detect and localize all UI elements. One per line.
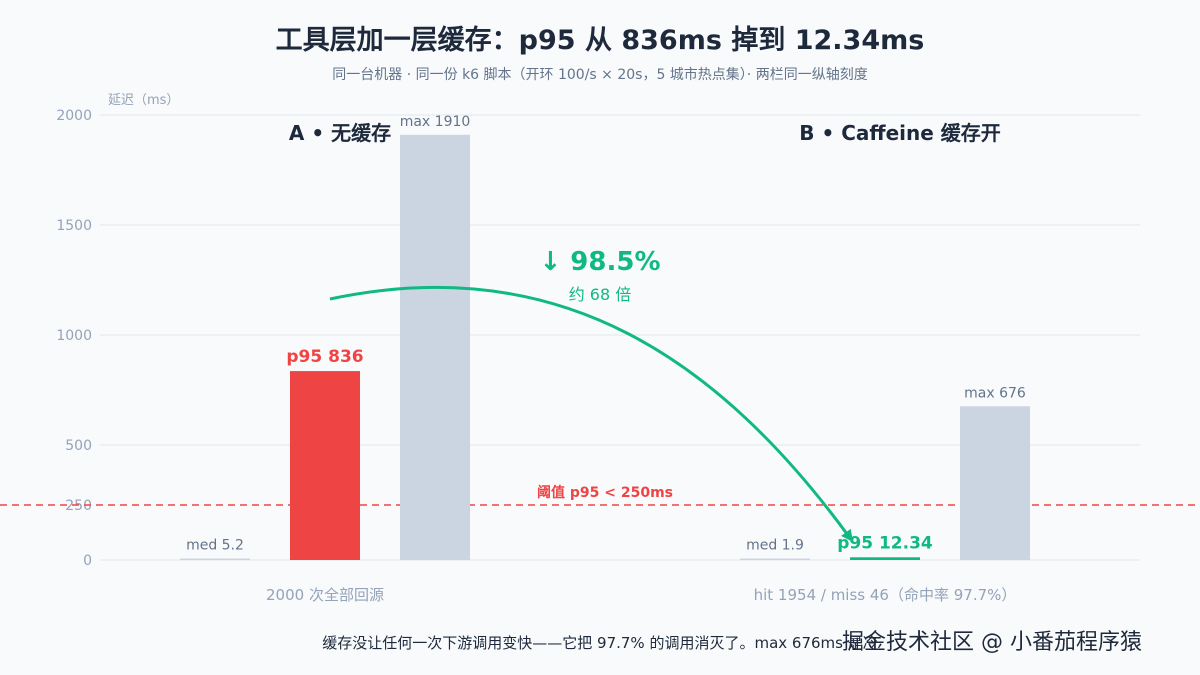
chart-title: 工具层加一层缓存：p95 从 836ms 掉到 12.34ms [275,25,925,56]
threshold-label: 阈值 p95 < 250ms [537,484,673,501]
watermark: 掘金技术社区 @ 小番茄程序猿 [842,630,1142,655]
footer-note: 缓存没让任何一次下游调用变快——它把 97.7% 的调用消灭了。max 676m… [322,634,878,652]
y-tick-label: 500 [65,438,92,454]
bar-label-max: max 676 [964,385,1026,401]
group-title: B • Caffeine 缓存开 [799,121,1001,145]
bar-p95 [290,371,360,560]
y-tick-label: 2000 [56,108,92,124]
group-title: A • 无缓存 [289,121,391,145]
bar-label-median: med 1.9 [746,538,804,554]
bar-median [740,558,810,560]
y-tick-label: 250 [65,498,92,514]
change-factor: 约 68 倍 [569,285,632,304]
bar-median [180,558,250,560]
group-caption: hit 1954 / miss 46（命中率 97.7%） [754,586,1017,604]
change-arrow [329,285,853,543]
bar-max [400,134,470,561]
y-tick-label: 1500 [56,218,92,234]
bar-p95 [850,557,920,560]
group-caption: 2000 次全部回源 [266,586,384,604]
y-axis-label: 延迟（ms） [108,93,179,108]
y-tick-label: 1000 [56,328,92,344]
bar-label-p95: p95 12.34 [837,533,933,553]
bar-label-p95: p95 836 [286,347,363,367]
y-tick-label: 0 [83,553,92,569]
bar-max [960,406,1030,560]
bar-label-max: max 1910 [400,114,471,130]
bar-label-median: med 5.2 [186,538,244,554]
change-percent: ↓ 98.5% [539,247,660,277]
chart-subtitle: 同一台机器 · 同一份 k6 脚本（开环 100/s × 20s，5 城市热点集… [332,67,868,83]
